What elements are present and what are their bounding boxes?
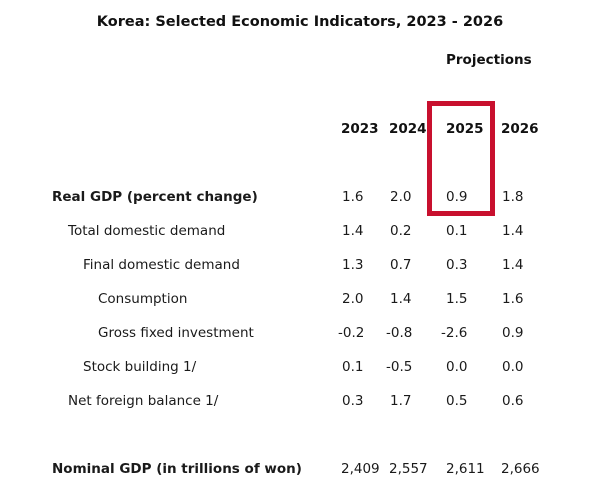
cell-final-domestic-demand-2026: 1.4 — [502, 257, 524, 273]
cell-nominal-gdp-2024: 2,557 — [389, 461, 428, 477]
row-label-gross-fixed-investment: Gross fixed investment — [98, 325, 254, 341]
year-header-2023: 2023 — [341, 121, 379, 137]
cell-real-gdp-2023: 1.6 — [342, 189, 364, 205]
year-header-2026: 2026 — [501, 121, 539, 137]
cell-consumption-2026: 1.6 — [502, 291, 524, 307]
cell-total-domestic-demand-2026: 1.4 — [502, 223, 524, 239]
cell-final-domestic-demand-2025: 0.3 — [446, 257, 468, 273]
cell-consumption-2023: 2.0 — [342, 291, 364, 307]
cell-net-foreign-balance-2026: 0.6 — [502, 393, 524, 409]
cell-real-gdp-2025: 0.9 — [446, 189, 468, 205]
cell-total-domestic-demand-2024: 0.2 — [390, 223, 412, 239]
row-label-total-domestic-demand: Total domestic demand — [68, 223, 226, 239]
cell-net-foreign-balance-2025: 0.5 — [446, 393, 468, 409]
table-title: Korea: Selected Economic Indicators, 202… — [96, 14, 504, 30]
cell-total-domestic-demand-2025: 0.1 — [446, 223, 468, 239]
cell-gross-fixed-investment-2024: -0.8 — [386, 325, 413, 341]
cell-stock-building-2024: -0.5 — [386, 359, 413, 375]
row-label-nominal-gdp: Nominal GDP (in trillions of won) — [52, 461, 302, 477]
row-label-final-domestic-demand: Final domestic demand — [83, 257, 240, 273]
year-header-2025: 2025 — [446, 121, 484, 137]
cell-net-foreign-balance-2024: 1.7 — [390, 393, 412, 409]
cell-total-domestic-demand-2023: 1.4 — [342, 223, 364, 239]
cell-gross-fixed-investment-2025: -2.6 — [441, 325, 468, 341]
cell-consumption-2025: 1.5 — [446, 291, 468, 307]
highlight-2025-box — [427, 101, 495, 216]
cell-nominal-gdp-2025: 2,611 — [446, 461, 485, 477]
cell-real-gdp-2024: 2.0 — [390, 189, 412, 205]
cell-nominal-gdp-2023: 2,409 — [341, 461, 380, 477]
cell-nominal-gdp-2026: 2,666 — [501, 461, 540, 477]
cell-net-foreign-balance-2023: 0.3 — [342, 393, 364, 409]
row-label-net-foreign-balance: Net foreign balance 1/ — [68, 393, 219, 409]
cell-final-domestic-demand-2023: 1.3 — [342, 257, 364, 273]
cell-real-gdp-2026: 1.8 — [502, 189, 524, 205]
projections-header: Projections — [446, 52, 532, 68]
cell-gross-fixed-investment-2023: -0.2 — [338, 325, 365, 341]
cell-gross-fixed-investment-2026: 0.9 — [502, 325, 524, 341]
cell-stock-building-2026: 0.0 — [502, 359, 524, 375]
row-label-stock-building: Stock building 1/ — [83, 359, 197, 375]
year-header-2024: 2024 — [389, 121, 427, 137]
row-label-consumption: Consumption — [98, 291, 188, 307]
cell-stock-building-2023: 0.1 — [342, 359, 364, 375]
cell-final-domestic-demand-2024: 0.7 — [390, 257, 412, 273]
cell-stock-building-2025: 0.0 — [446, 359, 468, 375]
cell-consumption-2024: 1.4 — [390, 291, 412, 307]
row-label-real-gdp: Real GDP (percent change) — [52, 189, 258, 205]
